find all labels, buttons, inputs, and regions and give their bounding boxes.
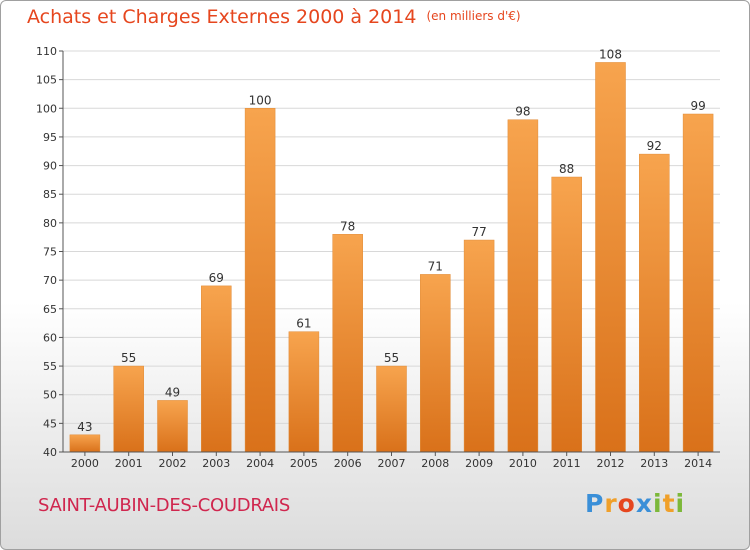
labels: 2000 43 2001 55 2002 49 2003 69 2004 100 2005 61 200… [71,47,712,470]
bar-2006[interactable] [332,234,363,453]
proxiti-logo[interactable]: Proxiti [585,489,685,518]
logo-letter: P [585,489,605,518]
y-tick-label: 75 [43,246,57,259]
y-tick-label: 60 [43,331,57,344]
logo-letter: r [604,489,618,518]
logo-letter: x [635,489,653,518]
x-tick-label: 2004 [246,457,274,470]
x-tick-label: 2013 [640,457,668,470]
value-label: 88 [559,162,574,176]
y-tick-label: 50 [43,389,57,402]
bar-2014[interactable] [682,113,714,453]
y-tick-label: 90 [43,160,57,173]
x-tick-label: 2007 [378,457,406,470]
y-tick-label: 55 [43,360,57,373]
value-label: 71 [428,259,443,273]
y-tick-label: 95 [43,131,57,144]
value-label: 69 [209,271,224,285]
bar-2000[interactable] [69,434,101,453]
bar-2002[interactable] [157,400,188,453]
x-tick-label: 2005 [290,457,318,470]
x-tick-label: 2000 [71,457,99,470]
y-tick-label: 85 [43,188,57,201]
bar-2012[interactable] [595,62,626,453]
y-tick-label: 110 [36,45,57,58]
y-tick-label: 100 [36,102,57,115]
y-tick-label: 105 [36,74,57,87]
y-tick-label: 45 [43,417,57,430]
x-tick-label: 2009 [465,457,493,470]
value-label: 55 [384,351,399,365]
x-tick-label: 2011 [553,457,581,470]
chart-title: Achats et Charges Externes 2000 à 2014 (e… [27,6,521,28]
value-label: 100 [249,93,272,107]
y-tick-label: 80 [43,217,57,230]
bar-2010[interactable] [507,119,539,453]
value-label: 77 [471,225,486,239]
x-tick-label: 2008 [421,457,449,470]
commune-name: SAINT-AUBIN-DES-COUDRAIS [38,495,290,516]
bar-2011[interactable] [551,176,582,453]
axes: 40 45 50 55 60 65 70 75 80 85 90 95 100 105 110 [36,45,720,459]
bar-2007[interactable] [376,365,407,453]
bar-2003[interactable] [201,285,232,453]
logo-letter: o [617,489,636,518]
chart-subtitle: (en milliers d'€) [426,9,521,23]
value-label: 99 [690,99,705,113]
logo-letter: i [675,489,686,518]
y-tick-label: 70 [43,274,57,287]
value-label: 108 [599,47,622,61]
x-tick-label: 2002 [159,457,187,470]
value-label: 92 [647,139,662,153]
y-tick-label: 65 [43,303,57,316]
x-tick-label: 2001 [115,457,143,470]
value-label: 55 [121,351,136,365]
x-tick-label: 2006 [334,457,362,470]
bar-2005[interactable] [288,331,320,453]
x-tick-label: 2010 [509,457,537,470]
x-tick-label: 2003 [202,457,230,470]
y-tick-label: 40 [43,446,57,459]
value-label: 49 [165,385,180,399]
chart-title-text: Achats et Charges Externes 2000 à 2014 [27,6,417,28]
value-label: 61 [296,317,311,331]
bars [69,62,714,453]
x-tick-label: 2012 [597,457,625,470]
bar-2001[interactable] [113,365,144,453]
bar-2008[interactable] [420,274,451,453]
bar-2013[interactable] [639,153,670,453]
bar-2004[interactable] [244,108,276,453]
logo-letter: i [653,489,663,518]
value-label: 98 [515,105,530,119]
bar-2009[interactable] [463,239,495,453]
x-tick-label: 2014 [684,457,712,470]
value-label: 78 [340,219,355,233]
logo-letter: t [662,489,676,518]
value-label: 43 [77,420,92,434]
